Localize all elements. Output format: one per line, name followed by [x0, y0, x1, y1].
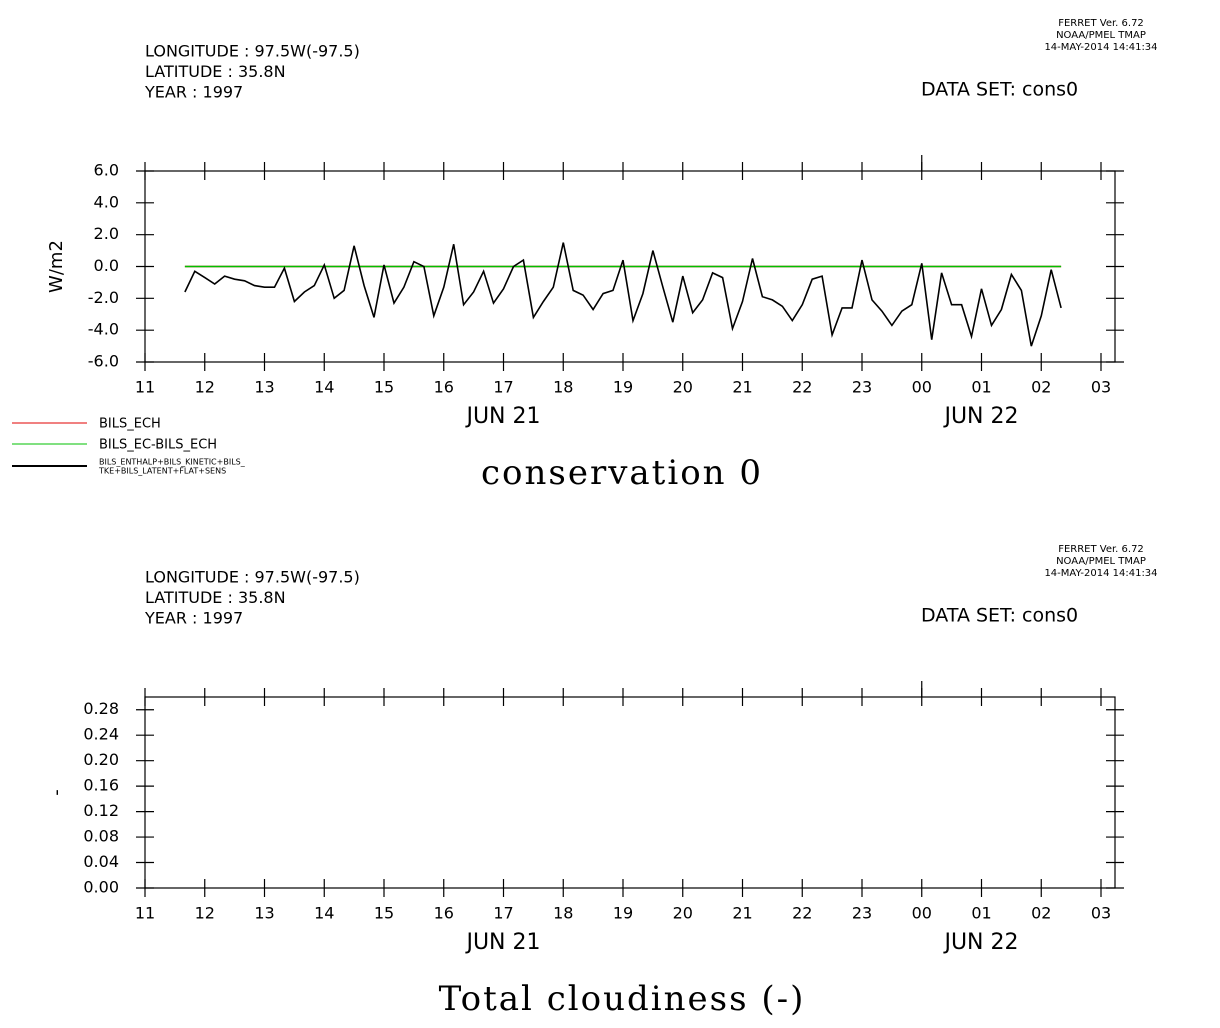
x-tick-label: 11 [135, 378, 155, 397]
x-tick-label: 18 [553, 904, 573, 923]
x-tick-label: 15 [374, 378, 394, 397]
series-line [184, 242, 1062, 347]
y-tick-label: 0.24 [83, 725, 119, 744]
dataset-label: DATA SET: cons0 [921, 605, 1078, 627]
y-tick-label: 0.04 [83, 852, 119, 871]
x-tick-label: 20 [673, 904, 693, 923]
y-tick-label: 0.00 [83, 878, 119, 897]
x-tick-label: 22 [792, 378, 812, 397]
x-tick-label: 19 [613, 378, 633, 397]
date-label: JUN 21 [464, 404, 540, 429]
chart-title: conservation 0 [481, 453, 763, 493]
x-tick-label: 11 [135, 904, 155, 923]
y-tick-label: 0.0 [94, 256, 119, 275]
y-tick-label: 4.0 [94, 192, 119, 211]
y-tick-label: 0.20 [83, 750, 119, 769]
x-tick-label: 00 [912, 904, 932, 923]
date-label: JUN 22 [942, 930, 1018, 955]
x-tick-label: 02 [1031, 378, 1051, 397]
y-tick-label: 6.0 [94, 161, 119, 180]
y-tick-label: 0.12 [83, 801, 119, 820]
x-tick-label: 19 [613, 904, 633, 923]
plot-frame [144, 696, 1116, 889]
y-tick-label: 0.28 [83, 699, 119, 718]
y-tick-label: -4.0 [88, 320, 119, 339]
dataset-label: DATA SET: cons0 [921, 79, 1078, 101]
x-tick-label: 20 [673, 378, 693, 397]
x-tick-label: 21 [732, 378, 752, 397]
x-tick-label: 13 [254, 904, 274, 923]
stamp-line: FERRET Ver. 6.72 [1058, 544, 1144, 555]
stamp-line: FERRET Ver. 6.72 [1058, 18, 1144, 29]
y-tick-label: -2.0 [88, 288, 119, 307]
x-tick-label: 02 [1031, 904, 1051, 923]
x-tick-label: 15 [374, 904, 394, 923]
header-line: LONGITUDE : 97.5W(-97.5) [145, 42, 360, 61]
date-label: JUN 21 [464, 930, 540, 955]
x-tick-label: 01 [971, 904, 991, 923]
x-tick-label: 16 [434, 378, 454, 397]
x-tick-label: 12 [195, 378, 215, 397]
header-line: YEAR : 1997 [144, 609, 243, 628]
x-tick-label: 12 [195, 904, 215, 923]
y-axis-label: - [46, 789, 67, 796]
stamp-line: 14-MAY-2014 14:41:34 [1044, 568, 1157, 579]
x-tick-label: 17 [493, 904, 513, 923]
x-tick-label: 03 [1091, 378, 1111, 397]
header-line: LATITUDE : 35.8N [145, 588, 286, 607]
stamp-line: NOAA/PMEL TMAP [1056, 556, 1146, 567]
x-tick-label: 23 [852, 378, 872, 397]
x-tick-label: 23 [852, 904, 872, 923]
legend-label: BILS_ECH [99, 417, 161, 432]
stamp-line: 14-MAY-2014 14:41:34 [1044, 42, 1157, 53]
legend-label: TKE+BILS_LATENT+FLAT+SENS [98, 467, 226, 476]
x-tick-label: 14 [314, 378, 334, 397]
x-tick-label: 21 [732, 904, 752, 923]
y-tick-label: 0.16 [83, 776, 119, 795]
y-tick-label: 2.0 [94, 224, 119, 243]
y-tick-label: 0.08 [83, 827, 119, 846]
stamp-line: NOAA/PMEL TMAP [1056, 30, 1146, 41]
x-tick-label: 13 [254, 378, 274, 397]
header-line: LONGITUDE : 97.5W(-97.5) [145, 568, 360, 587]
y-tick-label: -6.0 [88, 352, 119, 371]
legend-label: BILS_EC-BILS_ECH [99, 438, 217, 453]
x-tick-label: 00 [912, 378, 932, 397]
x-tick-label: 14 [314, 904, 334, 923]
header-line: YEAR : 1997 [144, 83, 243, 102]
x-tick-label: 01 [971, 378, 991, 397]
chart-title: Total cloudiness (-) [439, 979, 806, 1019]
x-tick-label: 17 [493, 378, 513, 397]
x-tick-label: 22 [792, 904, 812, 923]
x-tick-label: 18 [553, 378, 573, 397]
x-tick-label: 16 [434, 904, 454, 923]
x-tick-label: 03 [1091, 904, 1111, 923]
date-label: JUN 22 [942, 404, 1018, 429]
legend-label: BILS_ENTHALP+BILS_KINETIC+BILS_ [99, 458, 246, 467]
header-line: LATITUDE : 35.8N [145, 62, 286, 81]
y-axis-label: W/m2 [46, 240, 67, 293]
